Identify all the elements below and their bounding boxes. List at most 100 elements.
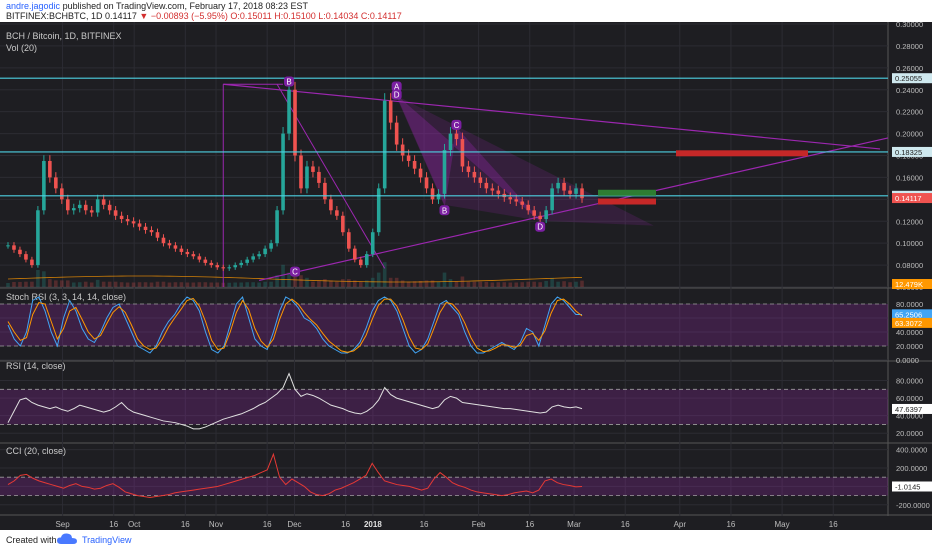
author-link[interactable]: andre.jagodic <box>6 1 61 11</box>
volume-bar <box>311 281 315 287</box>
x-tick-label: Apr <box>674 520 687 529</box>
price-tick-label: 0.08000 <box>896 261 923 270</box>
candle-body <box>251 256 255 260</box>
volume-ma-line <box>7 275 583 283</box>
volume-bar <box>48 279 52 287</box>
candle-body <box>323 182 327 200</box>
candle-body <box>418 168 423 178</box>
candle-body <box>54 177 58 189</box>
x-tick-label: 16 <box>829 520 838 529</box>
volume-bar <box>424 280 429 287</box>
volume-bar <box>412 281 417 287</box>
cci-value: -1.0145 <box>895 482 920 491</box>
symbol-line: BITFINEX:BCHBTC, 1D 0.14117 ▼ −0.00893 (… <box>6 11 402 21</box>
candle-body <box>221 267 226 269</box>
volume-bar <box>514 282 519 287</box>
candle-body <box>48 160 52 178</box>
pattern-marker-label: D <box>394 91 400 100</box>
candle-body <box>269 243 273 249</box>
cci-tick-label: 400.0000 <box>896 446 927 455</box>
level-label-bg <box>892 146 932 157</box>
cci-pane[interactable]: CCI (20, close) <box>0 446 888 498</box>
last-price-label-bg <box>892 193 932 204</box>
volume-bar <box>155 281 160 287</box>
stoch-d-value-bg <box>892 317 932 328</box>
candle-body <box>454 133 459 140</box>
stoch-rsi-pane[interactable]: Stoch RSI (3, 3, 14, 14, close) <box>0 292 888 354</box>
candle-body <box>544 210 548 220</box>
candle-body <box>275 210 279 244</box>
volume-bar <box>532 281 536 287</box>
candle-body <box>36 210 40 266</box>
candle-body <box>131 221 136 224</box>
volume-value-label: 12.479K <box>895 280 923 289</box>
pattern-marker <box>439 205 450 216</box>
rsi-tick-label: 20.0000 <box>896 429 923 438</box>
candle-body <box>119 215 124 220</box>
price-tick-label: 0.28000 <box>896 42 923 51</box>
candle-body <box>358 259 363 266</box>
volume-bars <box>6 262 584 287</box>
candle-body <box>60 188 64 200</box>
candle-body <box>42 160 46 211</box>
volume-bar <box>299 275 303 287</box>
volume-bar <box>544 280 548 287</box>
pattern-marker <box>391 81 402 92</box>
candle-body <box>77 204 82 209</box>
chart-canvas[interactable]: BCH / Bitcoin, 1D, BITFINEX Vol (20) B B C… <box>0 22 932 530</box>
volume-bar <box>269 281 273 287</box>
volume-bar <box>119 282 124 287</box>
candle-body <box>293 89 297 156</box>
level-label: 0.18325 <box>895 148 922 157</box>
volume-bar <box>281 264 285 287</box>
price-tick-label: 0.30000 <box>896 22 923 29</box>
tradingview-cloud-icon <box>57 533 77 544</box>
candle-body <box>65 199 70 211</box>
volume-bar <box>149 282 154 287</box>
candle-body <box>287 89 291 134</box>
symbol-label: BITFINEX:BCHBTC, 1D 0.14117 <box>6 11 137 21</box>
candle-body <box>394 122 399 145</box>
candle-body <box>239 262 243 266</box>
volume-bar <box>137 282 142 287</box>
volume-bar <box>197 282 202 287</box>
publish-line: andre.jagodic published on TradingView.c… <box>6 1 308 11</box>
stoch-rsi-band <box>0 304 888 346</box>
wedge-upper <box>223 83 881 150</box>
candle-body <box>12 245 16 250</box>
volume-bar <box>335 281 339 287</box>
volume-bar <box>490 282 495 287</box>
volume-bar <box>233 282 238 287</box>
tradingview-brand[interactable]: TradingView <box>82 535 132 545</box>
candle-body <box>376 188 381 233</box>
candle-body <box>149 230 154 233</box>
volume-bar <box>364 280 369 287</box>
candle-body <box>436 193 441 200</box>
rsi-pane[interactable]: RSI (14, close) <box>0 361 888 430</box>
stoch-k-value-bg <box>892 309 932 320</box>
volume-bar <box>382 262 387 287</box>
volume-bar <box>36 270 40 287</box>
volume-bar <box>400 280 405 287</box>
price-change: ▼ −0.00893 (−5.95%) <box>139 11 228 21</box>
cci-tick-label: 200.0000 <box>896 464 927 473</box>
volume-bar <box>478 281 483 287</box>
rsi-value-bg <box>892 403 932 414</box>
candle-body <box>185 251 190 255</box>
pattern-marker-label: C <box>454 121 460 130</box>
price-pane[interactable]: BCH / Bitcoin, 1D, BITFINEX Vol (20) B B C… <box>0 31 889 287</box>
volume-bar <box>472 281 477 287</box>
candle-body <box>167 243 172 246</box>
price-tick-label: 0.16000 <box>896 173 923 182</box>
price-tick-label: 0.10000 <box>896 239 923 248</box>
candle-body <box>197 256 202 260</box>
volume-bar <box>185 282 190 287</box>
volume-bar <box>526 281 531 287</box>
price-tick-label: 0.24000 <box>896 86 923 95</box>
rsi-title: RSI (14, close) <box>6 361 66 371</box>
volume-bar <box>508 282 513 287</box>
price-tick-label: 0.20000 <box>896 130 923 139</box>
volume-bar <box>436 281 441 287</box>
x-tick-label: Dec <box>287 520 301 529</box>
candle-body <box>520 201 525 205</box>
